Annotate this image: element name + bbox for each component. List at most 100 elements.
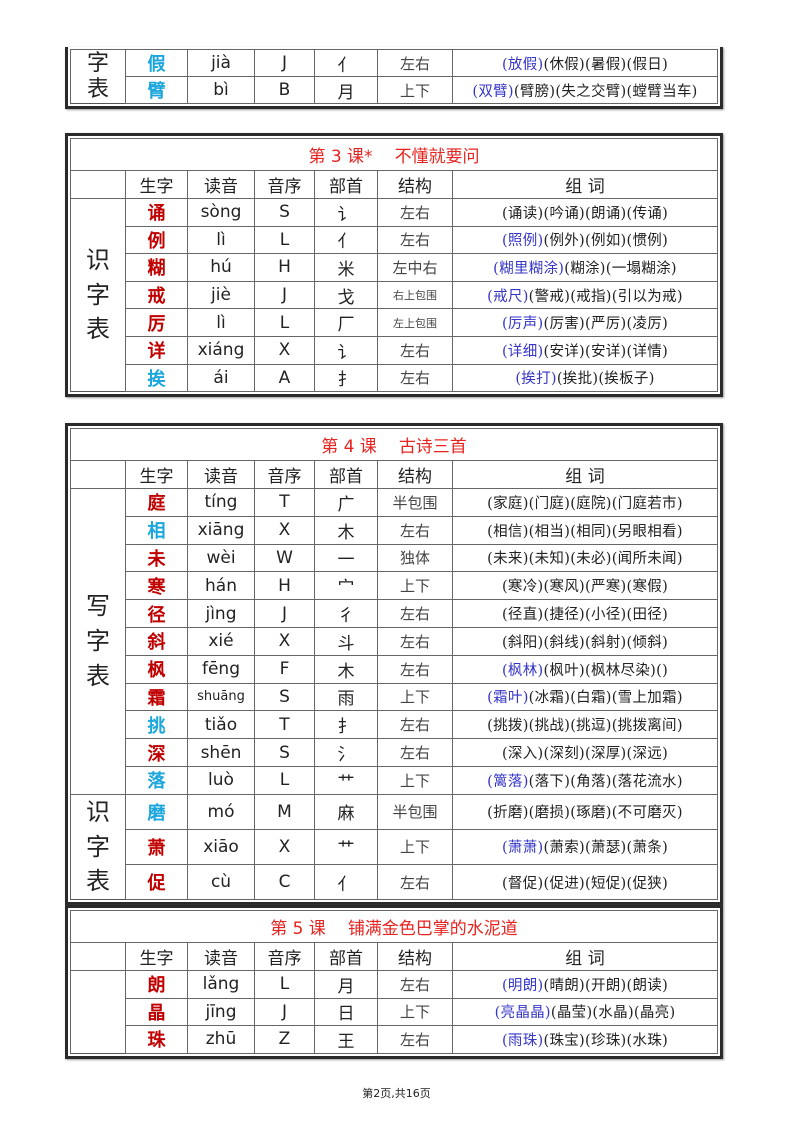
word: (相同) <box>570 523 612 540</box>
new-character: 朗 <box>125 970 188 999</box>
radical: 麻 <box>314 793 378 830</box>
lesson-title-row: 第 5 课 铺满金色巴掌的水泥道 <box>70 910 718 943</box>
column-header: 部首 <box>314 942 378 971</box>
column-header: 音序 <box>254 170 315 199</box>
word: (深远) <box>626 746 669 763</box>
radical: 宀 <box>314 571 378 601</box>
new-character: 萧 <box>125 828 188 866</box>
new-character: 庭 <box>125 488 188 517</box>
pinyin: tiǎo <box>187 710 255 740</box>
word: (促进) <box>543 875 585 892</box>
word: (戒尺) <box>487 288 529 305</box>
table-row: 识字表磨 mó M 麻半包围 (折磨)(磨损)(琢磨)(不可磨灭) <box>70 793 718 900</box>
word: (短促) <box>585 875 627 892</box>
radical: 王 <box>314 1025 378 1054</box>
word: (安详) <box>543 343 585 360</box>
section-label-cell <box>70 970 126 1054</box>
new-character: 挑 <box>125 710 188 740</box>
radical: 雨 <box>314 682 378 712</box>
word-combinations: (详细)(安详)(安详)(详情) <box>452 335 718 365</box>
lesson-table: 第 4 课古诗三首 生字 读音 音序 部首 结构组 词写字表庭 tíng T 广半包围 (家庭)(… <box>70 428 718 901</box>
pinyin: xiāo <box>187 828 255 866</box>
radical: 日 <box>314 997 378 1027</box>
pinyin: wèi <box>187 543 255 573</box>
word: (晴朗) <box>543 977 585 994</box>
word: (引以为戒) <box>611 288 683 305</box>
phonetic-order: F <box>254 654 315 684</box>
word-combinations: (督促)(促进)(短促)(促狭) <box>452 864 718 901</box>
phonetic-order: S <box>254 198 315 227</box>
lesson-title: 第 3 课* 不懂就要问 <box>70 138 718 171</box>
table-row: 戒 jiè J 戈右上包围 (戒尺)(警戒)(戒指)(引以为戒) <box>71 280 718 310</box>
word-combinations: (萧萧)(萧索)(萧瑟)(萧条) <box>452 828 718 866</box>
new-character: 未 <box>125 543 188 573</box>
word: (萧萧) <box>501 840 544 857</box>
word: (失之交臂) <box>555 83 627 100</box>
table-row: 详 xiáng X 讠左右 (详细)(安详)(安详)(详情) <box>71 335 718 365</box>
new-character: 戒 <box>125 280 188 310</box>
radical: 米 <box>314 253 378 282</box>
radical: 氵 <box>314 738 378 767</box>
structure: 左右 <box>377 49 453 77</box>
new-character: 枫 <box>125 654 188 684</box>
word: (传诵) <box>626 205 669 222</box>
phonetic-order: L <box>254 765 315 795</box>
phonetic-order: J <box>254 599 315 628</box>
word: (白霜) <box>570 690 612 707</box>
word: (未知) <box>528 551 571 568</box>
radical: 艹 <box>314 828 378 866</box>
word: (萧索) <box>543 840 585 857</box>
phonetic-order: X <box>254 515 315 545</box>
word-combinations: (枫林)(枫叶)(枫林尽染)() <box>452 654 718 684</box>
word: (相信) <box>487 523 529 540</box>
column-header: 读音 <box>187 942 255 971</box>
new-character: 晶 <box>125 997 188 1027</box>
phonetic-order: M <box>254 793 315 830</box>
word: (不可磨灭) <box>611 805 683 822</box>
section-label-cell: 识字表 <box>70 197 126 392</box>
word: (萧瑟) <box>585 840 627 857</box>
new-character: 深 <box>125 738 188 767</box>
pinyin: sòng <box>187 198 255 227</box>
word: () <box>656 662 669 679</box>
radical: 亻 <box>314 49 378 77</box>
column-header: 部首 <box>314 170 378 199</box>
word: (挑拨离间) <box>611 718 683 735</box>
lesson-title: 第 4 课 古诗三首 <box>70 428 718 461</box>
word: (萧条) <box>626 840 669 857</box>
new-character: 诵 <box>125 198 188 227</box>
word: (挨板子) <box>598 371 655 388</box>
column-header: 音序 <box>254 942 315 971</box>
phonetic-order: C <box>254 864 315 901</box>
word-combinations: (挑拨)(挑战)(挑逗)(挑拨离间) <box>452 710 718 740</box>
structure: 左中右 <box>377 253 453 282</box>
word: (厉害) <box>543 316 585 333</box>
column-header: 组 词 <box>452 942 718 971</box>
table-row: 挨 ái A 扌左右 (挨打)(挨批)(挨板子) <box>71 363 718 393</box>
radical: 厂 <box>314 308 378 337</box>
word: (例外) <box>543 233 585 250</box>
new-character: 相 <box>125 515 188 545</box>
radical: 讠 <box>314 335 378 365</box>
radical: 亻 <box>314 864 378 901</box>
new-character: 假 <box>125 49 188 77</box>
lesson-table: 字表假 jià J 亻左右 (放假)(休假)(暑假)(假日) 臂 bì B 月上下 (双臂)(臂膀… <box>70 49 718 104</box>
lesson-table-frame: 第 5 课铺满金色巴掌的水泥道 生字 读音 音序 部首 结构组 词朗 lǎng L 月左右 (明朗… <box>65 905 723 1059</box>
pinyin: lǎng <box>187 970 255 999</box>
structure: 上下 <box>377 828 453 866</box>
table-row: 未 wèi W 一独体 (未来)(未知)(未必)(闻所未闻) <box>71 543 718 573</box>
word: (斜阳) <box>501 634 544 651</box>
structure: 左右 <box>377 710 453 740</box>
word: (休假) <box>543 56 585 73</box>
structure: 左右 <box>377 738 453 767</box>
column-header: 生字 <box>125 942 188 971</box>
lesson-title: 第 5 课 铺满金色巴掌的水泥道 <box>70 910 718 943</box>
pinyin: ái <box>187 363 255 393</box>
word: (戒指) <box>570 288 612 305</box>
table-row: 枫 fēng F 木左右 (枫林)(枫叶)(枫林尽染)() <box>71 654 718 684</box>
word: (珠宝) <box>543 1032 585 1049</box>
phonetic-order: X <box>254 335 315 365</box>
phonetic-order: W <box>254 543 315 573</box>
word: (斜线) <box>543 634 585 651</box>
word: (家庭) <box>487 495 529 512</box>
